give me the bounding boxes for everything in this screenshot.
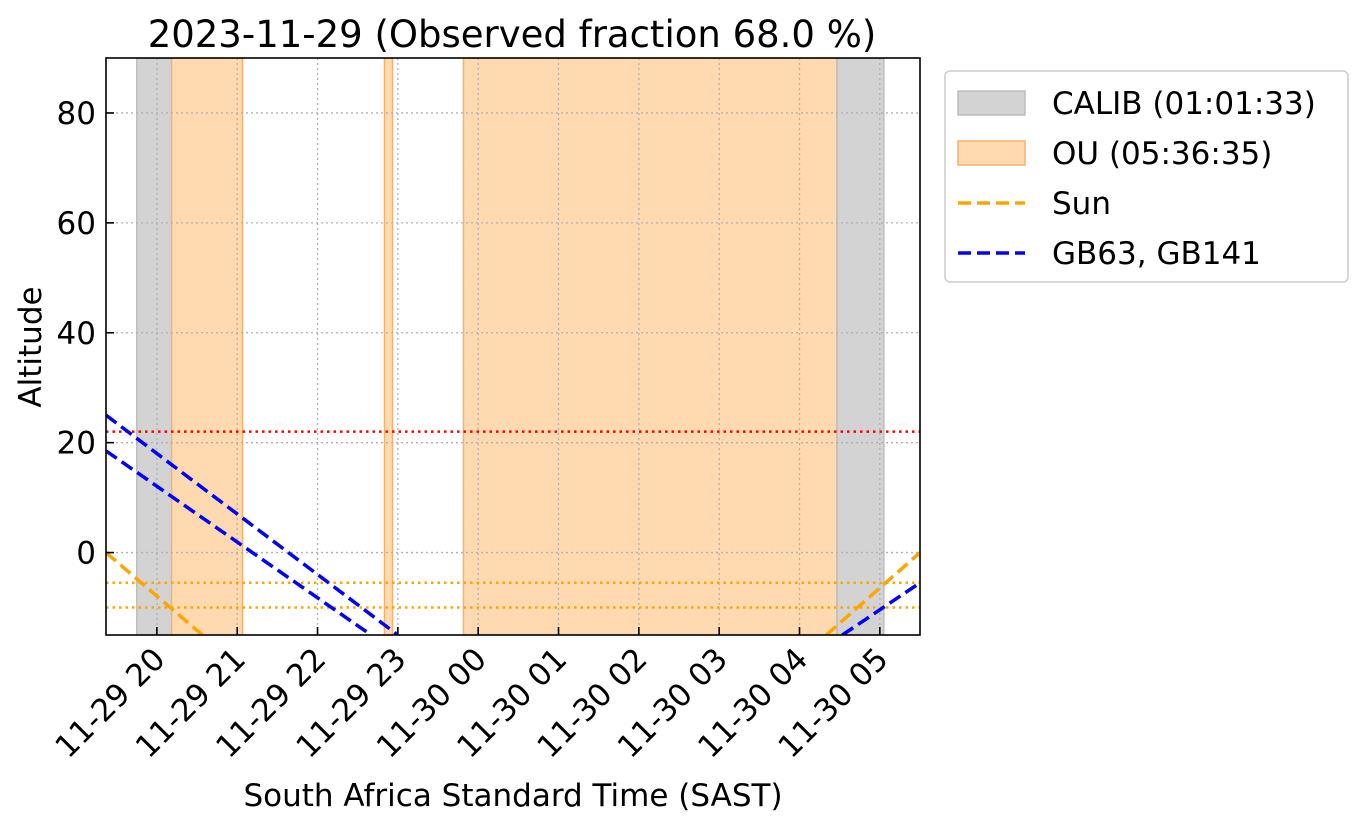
legend-box [944, 70, 1349, 283]
y-tick-label: 20 [57, 426, 96, 462]
plot-frame [105, 57, 921, 636]
x-axis-label: South Africa Standard Time (SAST) [243, 778, 782, 814]
y-axis-label: Altitude [13, 286, 49, 407]
legend: CALIB (01:01:33) OU (05:36:35) Sun GB63, GB… [944, 70, 1349, 283]
legend-label: Sun [1052, 186, 1111, 222]
plot-area [105, 57, 921, 636]
target-altitude-line [106, 413, 399, 635]
calib-span [136, 58, 173, 635]
legend-label: OU (05:36:35) [1052, 136, 1272, 172]
y-axis-ticks: 0 20 40 60 80 [57, 96, 114, 572]
chart-title: 2023-11-29 (Observed fraction 68.0 %) [148, 13, 877, 56]
target-altitude-line [841, 581, 920, 635]
calib-span [836, 58, 885, 635]
y-tick-label: 0 [76, 536, 96, 572]
legend-swatch [957, 90, 1026, 116]
ou-span [462, 58, 838, 635]
legend-swatch [957, 140, 1026, 166]
y-tick-label: 80 [57, 96, 96, 132]
y-tick-label: 40 [57, 316, 96, 352]
ou-span [170, 58, 244, 635]
target-altitude-line [106, 449, 373, 635]
sun-altitude-line [106, 551, 204, 635]
sun-altitude-line [825, 551, 920, 635]
legend-label: CALIB (01:01:33) [1052, 86, 1316, 122]
legend-label: GB63, GB141 [1052, 236, 1261, 272]
y-tick-label: 60 [57, 206, 96, 242]
ou-span [383, 58, 394, 635]
